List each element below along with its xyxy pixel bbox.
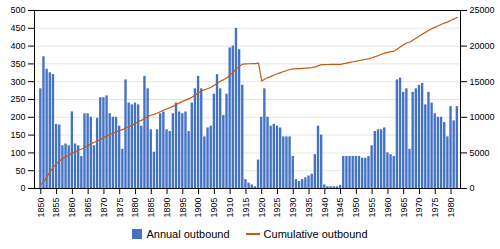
svg-text:1890: 1890 xyxy=(162,198,172,218)
svg-text:10000: 10000 xyxy=(470,112,495,122)
html-text:Annual outbound: Annual outbound xyxy=(146,228,230,240)
svg-text:450: 450 xyxy=(10,23,25,33)
svg-text:1975: 1975 xyxy=(430,198,440,218)
svg-text:1880: 1880 xyxy=(130,198,140,218)
svg-text:1895: 1895 xyxy=(178,198,188,218)
svg-text:1950: 1950 xyxy=(351,198,361,218)
svg-text:1980: 1980 xyxy=(446,198,456,218)
svg-text:0: 0 xyxy=(20,183,25,193)
svg-text:300: 300 xyxy=(10,77,25,87)
svg-text:1920: 1920 xyxy=(257,198,267,218)
svg-text:350: 350 xyxy=(10,59,25,69)
svg-text:1915: 1915 xyxy=(241,198,251,218)
svg-text:250: 250 xyxy=(10,94,25,104)
svg-text:1955: 1955 xyxy=(367,198,377,218)
svg-text:50: 50 xyxy=(15,166,25,176)
svg-text:1960: 1960 xyxy=(383,198,393,218)
svg-text:1940: 1940 xyxy=(320,198,330,218)
svg-text:1970: 1970 xyxy=(414,198,424,218)
svg-text:1945: 1945 xyxy=(335,198,345,218)
svg-text:1855: 1855 xyxy=(51,198,61,218)
svg-text:1860: 1860 xyxy=(67,198,77,218)
svg-text:1910: 1910 xyxy=(225,198,235,218)
svg-text:15000: 15000 xyxy=(470,77,495,87)
svg-text:5000: 5000 xyxy=(470,148,490,158)
svg-text:500: 500 xyxy=(10,5,25,15)
svg-text:100: 100 xyxy=(10,148,25,158)
svg-text:1935: 1935 xyxy=(304,198,314,218)
svg-text:200: 200 xyxy=(10,112,25,122)
svg-text:1875: 1875 xyxy=(115,198,125,218)
svg-text:1930: 1930 xyxy=(288,198,298,218)
svg-text:1905: 1905 xyxy=(209,198,219,218)
svg-text:1900: 1900 xyxy=(193,198,203,218)
svg-text:400: 400 xyxy=(10,41,25,51)
svg-text:1965: 1965 xyxy=(399,198,409,218)
svg-text:1850: 1850 xyxy=(36,198,46,218)
svg-text:150: 150 xyxy=(10,130,25,140)
svg-text:1885: 1885 xyxy=(146,198,156,218)
svg-text:25000: 25000 xyxy=(470,5,495,15)
svg-text:1865: 1865 xyxy=(83,198,93,218)
svg-text:20000: 20000 xyxy=(470,41,495,51)
html-text:Cumulative outbound: Cumulative outbound xyxy=(263,228,368,240)
svg-text:1870: 1870 xyxy=(99,198,109,218)
svg-text:0: 0 xyxy=(470,183,475,193)
svg-text:1925: 1925 xyxy=(272,198,282,218)
